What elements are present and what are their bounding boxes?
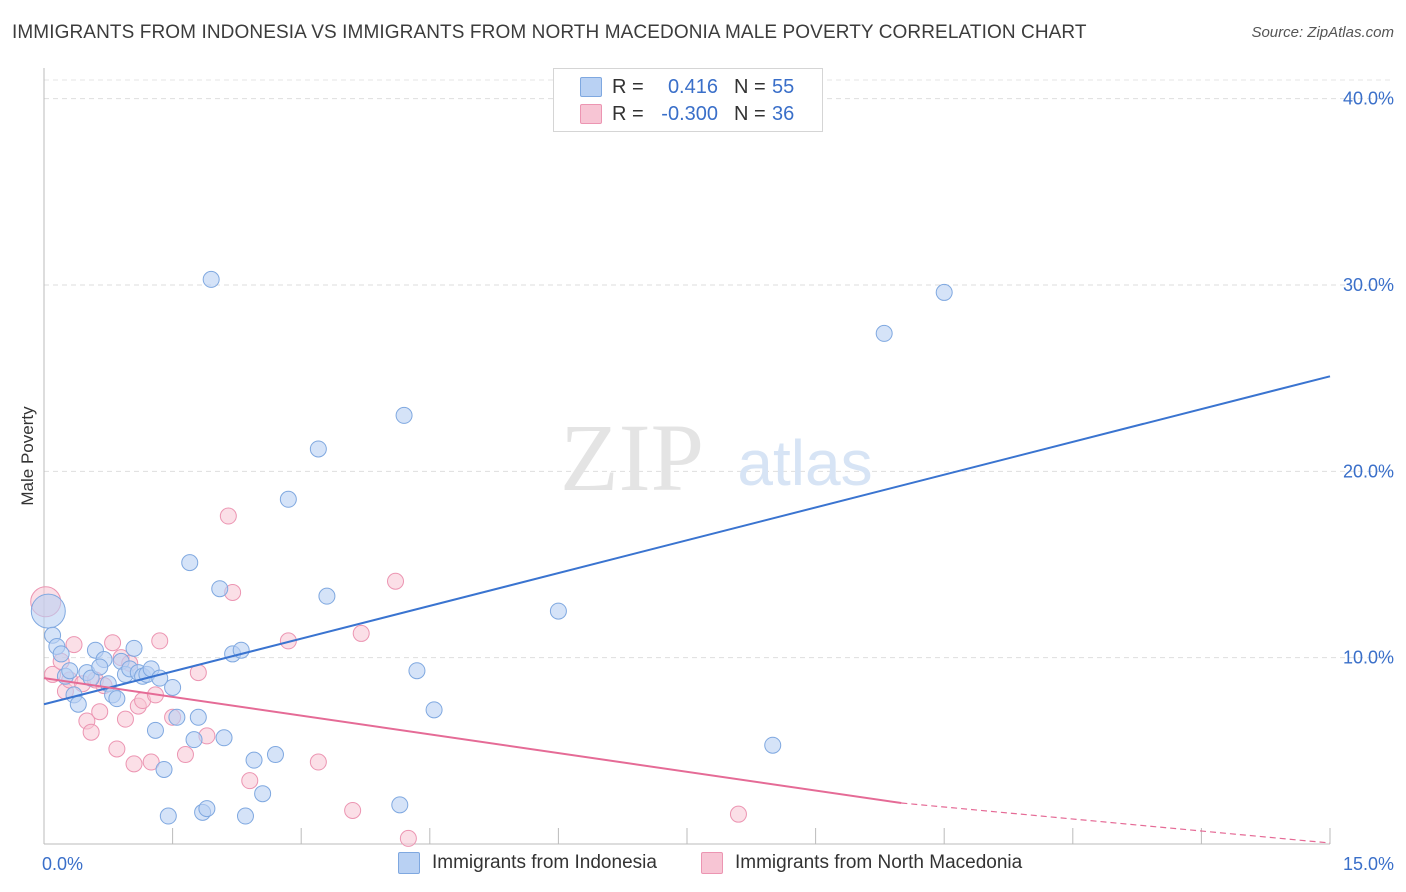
point-indonesia (279, 490, 297, 508)
point-indonesia (91, 658, 109, 676)
legend-label-north-macedonia: Immigrants from North Macedonia (735, 852, 1023, 873)
series-indonesia-points (30, 270, 953, 825)
tick-labels: 10.0% 20.0% 30.0% 40.0% 0.0% 15.0% (42, 89, 1394, 874)
point-north-macedonia (241, 772, 259, 790)
correlation-legend: R = 0.416 N = 55 R = -0.300 N = 36 (553, 68, 823, 132)
legend-n-value: 55 (772, 75, 795, 98)
point-north-macedonia (399, 829, 417, 847)
point-indonesia (266, 746, 284, 764)
point-indonesia (198, 800, 216, 818)
point-indonesia (108, 690, 126, 708)
point-north-macedonia (82, 723, 100, 741)
point-indonesia (408, 662, 426, 680)
point-indonesia (30, 593, 66, 629)
point-north-macedonia (125, 755, 143, 773)
point-north-macedonia (729, 805, 747, 823)
point-indonesia (549, 602, 567, 620)
legend-r-label: R = (612, 102, 644, 125)
point-indonesia (236, 807, 254, 825)
point-indonesia (69, 695, 87, 713)
point-indonesia (125, 639, 143, 657)
legend-r-value: -0.300 (661, 102, 718, 125)
watermark-atlas: atlas (737, 427, 872, 499)
point-indonesia (168, 708, 186, 726)
point-indonesia (164, 678, 182, 696)
watermark: ZIP atlas (560, 404, 873, 511)
point-indonesia (146, 721, 164, 739)
legend-swatch-north-macedonia (701, 852, 723, 874)
point-indonesia (82, 669, 100, 687)
point-north-macedonia (387, 572, 405, 590)
point-north-macedonia (91, 703, 109, 721)
point-north-macedonia (352, 624, 370, 642)
axes (43, 68, 1331, 845)
point-north-macedonia (116, 710, 134, 728)
point-indonesia (61, 662, 79, 680)
y-tick-label: 30.0% (1343, 275, 1394, 295)
legend-r-value: 0.416 (667, 75, 718, 98)
point-indonesia (391, 796, 409, 814)
legend-row-north-macedonia: R = -0.300 N = 36 (554, 101, 822, 127)
point-north-macedonia (219, 507, 237, 525)
point-north-macedonia (151, 632, 169, 650)
point-indonesia (425, 701, 443, 719)
legend-swatch-indonesia (398, 852, 420, 874)
point-indonesia (52, 645, 70, 663)
x-tick-label: 15.0% (1343, 854, 1394, 874)
point-indonesia (215, 729, 233, 747)
point-indonesia (935, 283, 953, 301)
legend-row-indonesia: R = 0.416 N = 55 (554, 74, 822, 100)
legend-n-value: 36 (772, 102, 795, 125)
point-indonesia (211, 580, 229, 598)
trend-line-indonesia (43, 375, 1331, 706)
trend-line-north-macedonia (43, 677, 902, 804)
legend-swatch-indonesia (580, 77, 602, 97)
y-tick-label: 10.0% (1343, 648, 1394, 668)
watermark-zip: ZIP (560, 404, 704, 511)
trend-line-north-macedonia-extension (901, 802, 1331, 844)
point-north-macedonia (176, 746, 194, 764)
point-indonesia (254, 785, 272, 803)
point-indonesia (875, 324, 893, 342)
grid-lines (44, 79, 1394, 659)
point-indonesia (159, 807, 177, 825)
legend-item-indonesia: Immigrants from Indonesia (398, 852, 657, 874)
point-indonesia (189, 708, 207, 726)
point-north-macedonia (309, 753, 327, 771)
x-tick-label: 0.0% (42, 854, 83, 874)
source-credit: Source: ZipAtlas.com (1251, 24, 1394, 41)
legend-r-label: R = (612, 75, 644, 98)
point-indonesia (155, 760, 173, 778)
point-indonesia (764, 736, 782, 754)
point-indonesia (318, 587, 336, 605)
point-north-macedonia (344, 801, 362, 819)
point-indonesia (181, 554, 199, 572)
point-indonesia (185, 731, 203, 749)
y-tick-label: 40.0% (1343, 89, 1394, 109)
legend-n-label: N = (734, 102, 766, 125)
point-indonesia (395, 406, 413, 424)
chart-title: IMMIGRANTS FROM INDONESIA VS IMMIGRANTS … (12, 22, 1087, 43)
point-indonesia (202, 270, 220, 288)
trend-lines (43, 375, 1331, 844)
point-indonesia (245, 751, 263, 769)
point-north-macedonia (104, 634, 122, 652)
legend-swatch-north-macedonia (580, 104, 602, 124)
point-indonesia (309, 440, 327, 458)
y-tick-label: 20.0% (1343, 461, 1394, 481)
point-north-macedonia (108, 740, 126, 758)
point-north-macedonia (142, 753, 160, 771)
legend-item-north-macedonia: Immigrants from North Macedonia (701, 852, 1022, 874)
point-north-macedonia (65, 636, 83, 654)
legend-n-label: N = (734, 75, 766, 98)
legend-label-indonesia: Immigrants from Indonesia (432, 852, 657, 873)
